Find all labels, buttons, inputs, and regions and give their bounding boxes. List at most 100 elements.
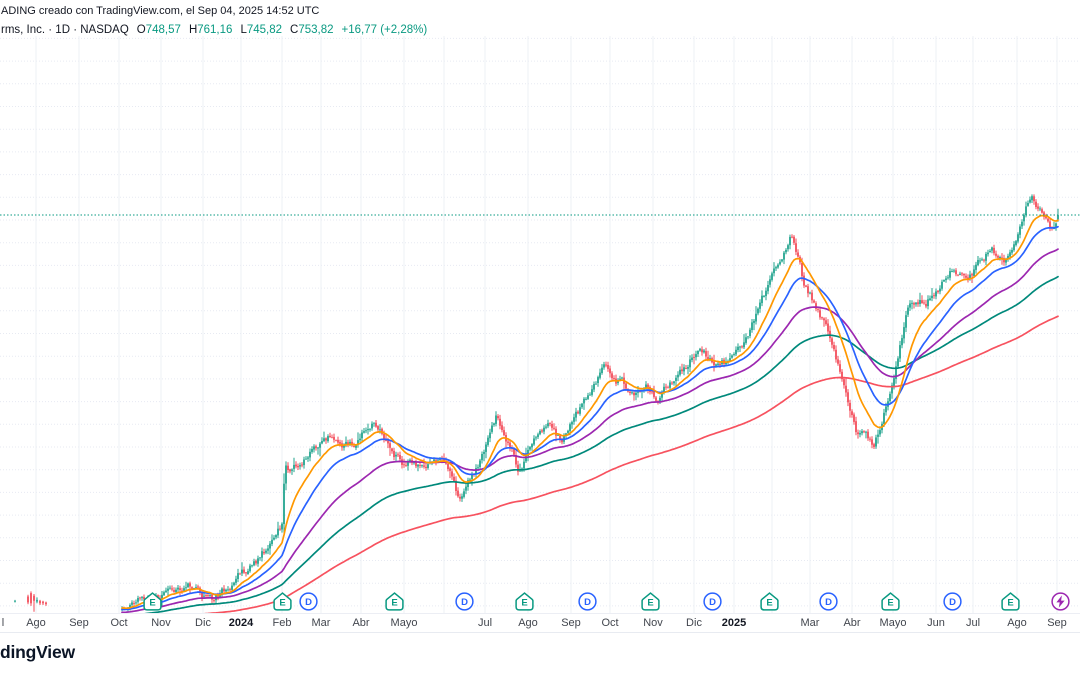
candle <box>593 384 595 390</box>
candle <box>947 277 949 279</box>
dividend-badge[interactable]: D <box>578 592 597 611</box>
candle <box>787 245 789 250</box>
candle <box>557 434 559 436</box>
candle <box>539 431 541 435</box>
candle <box>795 243 797 252</box>
candle <box>427 464 429 468</box>
candle <box>407 461 409 466</box>
candle <box>775 267 777 269</box>
ohlc-low: L745,82 <box>240 24 283 36</box>
x-axis-label: Feb <box>272 617 292 629</box>
x-axis-label: Mayo <box>390 617 418 629</box>
candlestick-series[interactable] <box>121 194 1059 612</box>
flash-badge[interactable] <box>1051 592 1070 611</box>
candle <box>343 445 345 448</box>
dividend-badge[interactable]: D <box>819 592 838 611</box>
candle <box>241 569 243 574</box>
dividend-badge[interactable]: D <box>703 592 722 611</box>
candle <box>45 602 47 605</box>
candle <box>345 441 347 445</box>
candle <box>255 560 257 564</box>
candle <box>979 260 981 262</box>
change-value: +16,77 (+2,28%) <box>341 24 428 36</box>
candle <box>765 290 767 297</box>
candle <box>573 417 575 422</box>
candle <box>719 363 721 365</box>
candle <box>833 345 835 350</box>
candle <box>739 346 741 348</box>
candle <box>1021 221 1023 227</box>
dividend-badge[interactable]: D <box>299 592 318 611</box>
earnings-badge[interactable]: E <box>641 592 660 611</box>
candle <box>651 391 653 393</box>
event-badges: E E E E E E E ED D D D D D <box>143 592 1070 611</box>
x-axis-label: Ago <box>1007 617 1027 629</box>
candle <box>995 253 997 256</box>
candle <box>875 437 877 447</box>
candle <box>679 369 681 375</box>
candle <box>619 378 621 380</box>
candle <box>877 434 879 437</box>
candle <box>729 358 731 361</box>
candle <box>157 595 159 598</box>
earnings-badge[interactable]: E <box>760 592 779 611</box>
candle <box>537 434 539 438</box>
symbol-legend[interactable]: rms, Inc. · 1D · NASDAQ O748,57 H761,16 … <box>1 24 427 36</box>
candle <box>935 291 937 297</box>
earnings-badge[interactable]: E <box>515 592 534 611</box>
candle <box>579 407 581 414</box>
candle <box>131 602 133 605</box>
earnings-badge-letter: E <box>647 598 653 609</box>
candle <box>285 465 287 484</box>
candle <box>33 595 35 601</box>
candle <box>675 377 677 381</box>
earnings-badge[interactable]: E <box>143 592 162 611</box>
dividend-badge[interactable]: D <box>455 592 474 611</box>
candle <box>1049 221 1051 228</box>
candle <box>631 392 633 394</box>
candle <box>571 422 573 425</box>
attribution-text: ADING creado con TradingView.com, el Sep… <box>1 5 320 17</box>
candle <box>305 458 307 460</box>
candle <box>983 259 985 261</box>
candle <box>889 393 891 402</box>
symbol-title[interactable]: rms, Inc. · 1D · NASDAQ <box>1 24 129 36</box>
tradingview-logo[interactable]: dingView <box>0 642 75 662</box>
candle <box>347 442 349 444</box>
candle <box>945 278 947 281</box>
candle <box>705 351 707 357</box>
earnings-badge[interactable]: E <box>881 592 900 611</box>
candle <box>263 551 265 554</box>
dividend-badge[interactable]: D <box>943 592 962 611</box>
candle <box>271 539 273 544</box>
candle <box>251 565 253 567</box>
candle <box>547 423 549 427</box>
ma-slowest-line <box>203 315 1059 613</box>
candle <box>531 444 533 448</box>
candle <box>821 317 823 319</box>
candle <box>317 447 319 449</box>
candle <box>179 588 181 590</box>
earnings-badge[interactable]: E <box>1001 592 1020 611</box>
candle <box>665 386 667 388</box>
earnings-badge[interactable]: E <box>273 592 292 611</box>
candle <box>993 247 995 254</box>
candle <box>715 364 717 366</box>
candle <box>199 587 201 593</box>
candle <box>903 327 905 339</box>
candle <box>567 430 569 433</box>
candle <box>879 430 881 435</box>
candle <box>421 465 423 467</box>
candle <box>245 572 247 574</box>
candle <box>205 595 207 596</box>
candle <box>243 569 245 573</box>
time-axis[interactable]: l Ago Sep Oct Nov Dic 2024 Feb Mar Abr Mayo Jul Ago S… <box>0 613 1080 632</box>
candle <box>293 464 295 469</box>
earnings-badge-letter: E <box>521 598 527 609</box>
candle <box>991 247 993 251</box>
earnings-badge[interactable]: E <box>385 592 404 611</box>
candle <box>269 543 271 549</box>
candle <box>291 469 293 471</box>
candle <box>1045 216 1047 219</box>
